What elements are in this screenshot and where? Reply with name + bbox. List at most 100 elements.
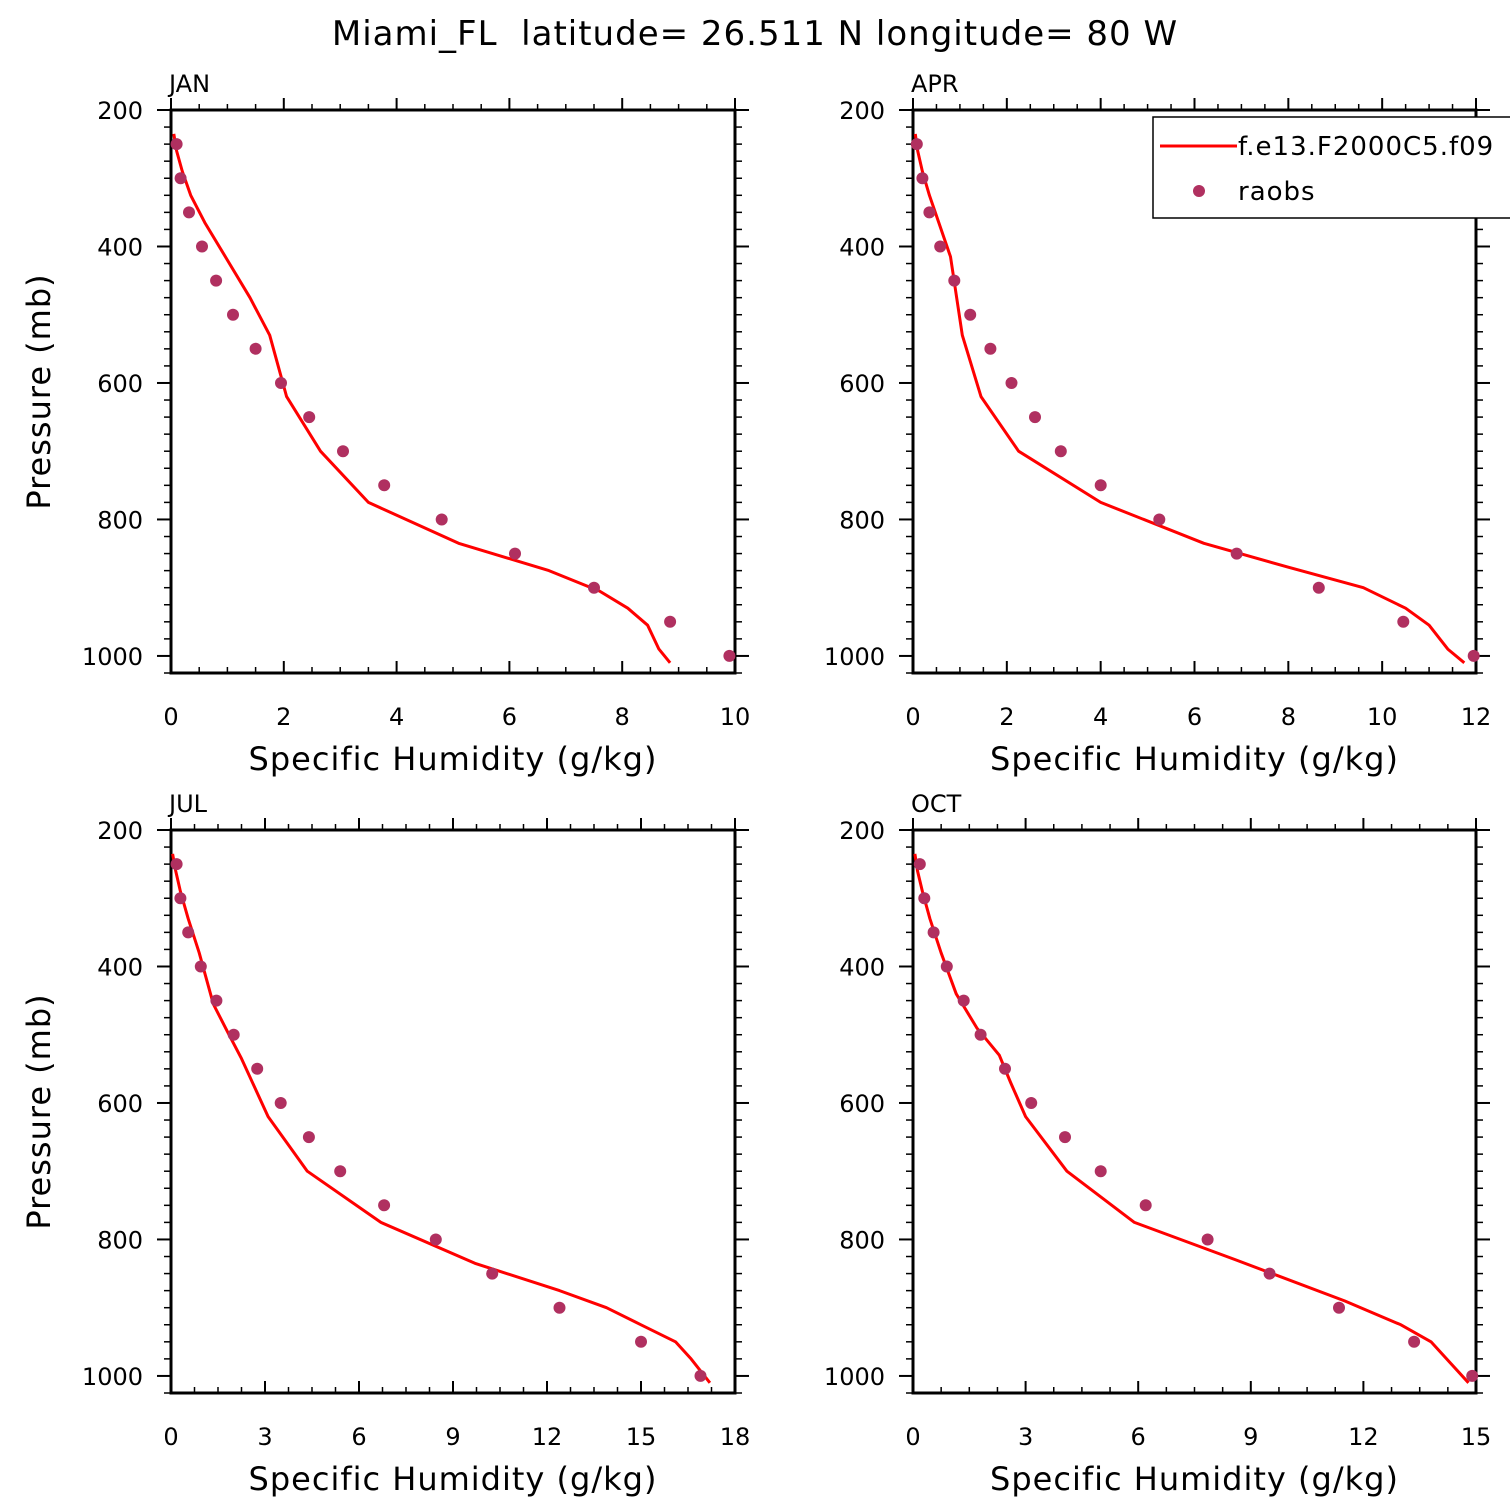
y-tick-label: 200 [97, 817, 143, 845]
x-tick-label: 12 [1461, 703, 1492, 731]
obs-point [999, 1062, 1011, 1075]
plot-frame [169, 828, 737, 1395]
x-tick-label: 10 [720, 703, 751, 731]
x-tick-label: 3 [1018, 1423, 1033, 1451]
obs-point [1153, 513, 1166, 526]
obs-point [1094, 479, 1107, 492]
obs-point [509, 547, 521, 560]
y-tick-label: 800 [839, 506, 885, 534]
obs-point [984, 342, 997, 355]
obs-point [196, 240, 208, 253]
panel-label: APR [911, 70, 959, 98]
y-tick-label: 400 [839, 953, 885, 981]
y-tick-label: 800 [97, 1226, 143, 1254]
obs-point [1029, 411, 1041, 424]
obs-point [1333, 1301, 1345, 1314]
y-tick-label: 200 [839, 817, 885, 845]
panel-apr: APR 0 2 4 6 8 10 12 200 400 600 800 1000 Specific Hum… [824, 70, 1491, 778]
obs-point [1201, 1233, 1214, 1246]
panel-jul: JUL 0 3 6 9 12 15 18 200 400 600 800 1000 Specific Hu… [20, 790, 750, 1498]
x-tick-label: 15 [626, 1423, 657, 1451]
x-tick-label: 18 [720, 1423, 751, 1451]
obs-point [1397, 615, 1410, 628]
obs-point [553, 1301, 566, 1314]
obs-point [1467, 649, 1480, 662]
obs-point [910, 138, 923, 151]
obs-point [1025, 1097, 1038, 1109]
obs-point [723, 649, 736, 662]
obs-point [274, 1097, 287, 1109]
y-tick-label: 1000 [82, 643, 143, 671]
obs-point [194, 960, 207, 973]
y-axis-label: Pressure (mb) [20, 273, 58, 509]
y-tick-label: 800 [97, 506, 143, 534]
x-tick-label: 0 [905, 1423, 920, 1451]
obs-point [1005, 377, 1018, 389]
x-axis-label: Specific Humidity (g/kg) [249, 1460, 658, 1498]
obs-point [251, 1062, 264, 1075]
obs-point [913, 858, 926, 871]
obs-point [957, 994, 970, 1007]
obs-point [429, 1233, 442, 1246]
x-tick-label: 6 [1187, 703, 1202, 731]
x-tick-label: 8 [615, 703, 630, 731]
model-line [913, 133, 1466, 664]
obs-point [1139, 1199, 1152, 1212]
y-tick-label: 600 [839, 1090, 885, 1118]
x-tick-label: 0 [905, 703, 920, 731]
x-tick-label: 9 [1243, 1423, 1258, 1451]
model-line [172, 133, 672, 664]
obs-point [174, 172, 187, 185]
y-tick-label: 200 [839, 97, 885, 125]
model-line [913, 853, 1470, 1384]
y-axis-label: Pressure (mb) [20, 993, 58, 1229]
obs-point [302, 1131, 315, 1144]
y-tick-label: 200 [97, 97, 143, 125]
obs-point [170, 138, 183, 151]
obs-point [337, 445, 349, 458]
obs-point [249, 342, 262, 355]
obs-point [210, 274, 223, 287]
obs-point [210, 994, 223, 1007]
obs-point [1054, 445, 1067, 458]
x-tick-label: 10 [1367, 703, 1398, 731]
obs-point [694, 1369, 707, 1382]
x-tick-label: 6 [1131, 1423, 1146, 1451]
legend: f.e13.F2000C5.f09 raobs [1152, 116, 1510, 219]
obs-point [183, 206, 195, 219]
obs-point [934, 240, 947, 253]
x-tick-label: 0 [163, 703, 178, 731]
obs-point [664, 615, 677, 628]
y-tick-label: 600 [839, 370, 885, 398]
y-tick-label: 1000 [824, 643, 885, 671]
panel-jan: JAN 0 2 4 6 8 10 200 400 600 800 1000 Specific Humid… [20, 70, 750, 778]
obs-point [1094, 1165, 1107, 1178]
obs-point [964, 308, 977, 321]
obs-point [170, 858, 183, 871]
x-tick-label: 6 [351, 1423, 366, 1451]
obs-point [1312, 581, 1325, 594]
y-tick-label: 400 [97, 233, 143, 261]
obs-point [923, 206, 936, 219]
obs-point [1059, 1131, 1071, 1144]
plot-area [171, 853, 712, 1384]
x-tick-label: 15 [1461, 1423, 1492, 1451]
x-tick-label: 6 [502, 703, 517, 731]
x-tick-label: 4 [1093, 703, 1108, 731]
legend-box [1152, 116, 1510, 219]
plot-area [913, 853, 1470, 1384]
obs-point [486, 1267, 499, 1280]
obs-point [948, 274, 961, 287]
plot-frame [169, 108, 737, 675]
page-title: Miami_FL latitude= 26.511 N longitude= 8… [332, 14, 1178, 54]
obs-point [227, 308, 239, 321]
panel-label: OCT [911, 790, 962, 818]
y-tick-label: 1000 [824, 1363, 885, 1391]
x-axis-label: Specific Humidity (g/kg) [249, 740, 658, 778]
panel-label: JUL [167, 790, 208, 818]
legend-obs-label: raobs [1238, 177, 1316, 207]
obs-point [378, 479, 391, 492]
obs-point [916, 172, 929, 185]
x-tick-label: 12 [1348, 1423, 1379, 1451]
